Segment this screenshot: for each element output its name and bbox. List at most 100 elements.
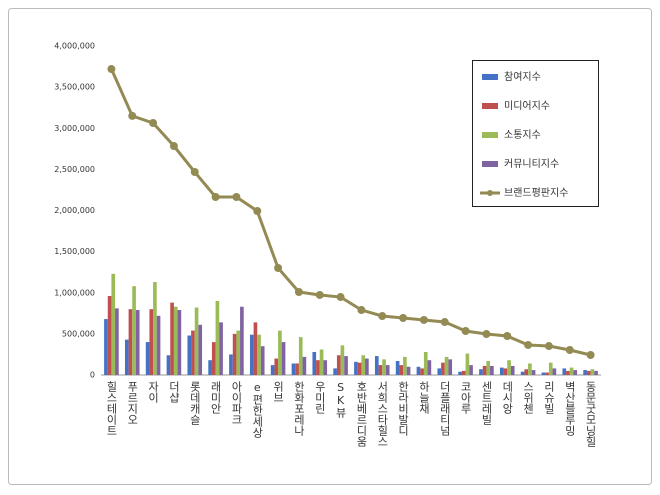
legend-label: 브랜드평판지수: [504, 187, 568, 199]
bar: [503, 368, 508, 375]
line-marker: [169, 142, 178, 151]
bar: [416, 366, 421, 375]
legend-swatch: [482, 103, 498, 109]
x-tick-label: e편한세상: [251, 381, 264, 438]
x-tick-label: 코아루: [459, 381, 472, 415]
bar: [312, 351, 317, 375]
bar: [441, 362, 445, 375]
x-tick-label: 힐스테이트: [105, 381, 118, 436]
bar: [520, 371, 525, 375]
bar: [135, 310, 140, 375]
bar: [548, 362, 553, 375]
bar: [153, 282, 157, 375]
bar: [590, 369, 595, 375]
bar: [111, 273, 116, 375]
bar: [507, 360, 511, 375]
x-tick-label: 우미린: [313, 381, 326, 414]
bar: [249, 334, 254, 375]
bar: [323, 360, 328, 375]
y-tick-label: 3,500,000: [54, 83, 95, 92]
bar: [340, 345, 345, 375]
bar: [583, 370, 587, 375]
bar: [257, 334, 261, 375]
x-tick-label: SK뷰: [334, 381, 347, 418]
legend-label: 커뮤니티지수: [504, 158, 559, 170]
bar: [594, 370, 598, 375]
bar: [566, 370, 570, 375]
bar: [437, 368, 442, 375]
y-tick-label: 500,000: [62, 329, 95, 338]
bar: [132, 286, 136, 375]
bar: [316, 360, 320, 375]
bar: [444, 356, 449, 375]
y-tick-label: 3,000,000: [54, 124, 95, 133]
line-marker: [149, 118, 158, 127]
line-marker: [211, 193, 220, 202]
bar: [319, 349, 324, 375]
bar: [490, 365, 494, 375]
bar: [486, 361, 491, 375]
line-marker: [357, 306, 366, 315]
bar: [552, 368, 557, 375]
line-marker: [503, 332, 512, 341]
bar: [357, 362, 362, 375]
bar: [382, 359, 386, 375]
bar: [166, 355, 171, 375]
line-marker: [378, 312, 387, 321]
y-tick-label: 4,000,000: [54, 42, 95, 51]
legend-swatch: [482, 161, 498, 167]
y-tick-label: 0: [90, 371, 95, 380]
x-tick-label: 자이: [147, 381, 160, 404]
line-marker: [565, 345, 574, 354]
y-tick-label: 2,500,000: [54, 165, 95, 174]
bar: [295, 363, 299, 375]
bar: [423, 351, 428, 375]
line-marker: [399, 314, 408, 323]
bar: [378, 365, 383, 375]
x-tick-label: 센트레빌: [480, 381, 493, 425]
bar: [528, 363, 532, 375]
x-tick-label: 위브: [272, 381, 285, 403]
legend-swatch: [482, 132, 498, 138]
line-marker: [253, 206, 262, 215]
bar: [177, 310, 182, 375]
x-tick-label: 푸르지오: [126, 381, 139, 425]
line-marker: [274, 263, 283, 272]
bar: [170, 302, 174, 375]
bar: [531, 370, 536, 375]
y-tick-label: 2,000,000: [54, 206, 95, 215]
bar: [365, 358, 369, 375]
line-marker: [524, 340, 533, 349]
bar: [124, 339, 129, 375]
bar: [420, 368, 424, 375]
x-tick-label: 한화포레나: [292, 381, 305, 436]
bar: [191, 330, 195, 375]
bar: [403, 356, 407, 375]
line-marker: [190, 168, 199, 177]
x-tick-label: 더플래티넘: [438, 381, 451, 436]
bar: [198, 324, 203, 375]
bar: [354, 361, 358, 375]
line-marker: [232, 193, 241, 202]
y-tick-label: 1,500,000: [54, 247, 95, 256]
bar: [569, 367, 574, 375]
bar: [219, 322, 223, 375]
legend-swatch: [487, 190, 493, 196]
line-marker: [544, 342, 553, 351]
legend-swatch: [482, 74, 498, 80]
bar: [291, 363, 296, 375]
line-marker: [440, 318, 449, 327]
x-tick-label: 스위첸: [522, 381, 535, 414]
line-marker: [461, 326, 470, 335]
line-marker: [586, 351, 595, 360]
bar: [465, 353, 470, 375]
bar: [586, 370, 591, 375]
bar: [145, 342, 150, 375]
bar: [215, 300, 220, 375]
bar: [458, 371, 462, 375]
bar: [545, 372, 549, 375]
line-marker: [419, 315, 428, 324]
x-tick-label: 래미안: [209, 381, 222, 414]
bar: [104, 319, 108, 375]
bar: [427, 360, 432, 375]
